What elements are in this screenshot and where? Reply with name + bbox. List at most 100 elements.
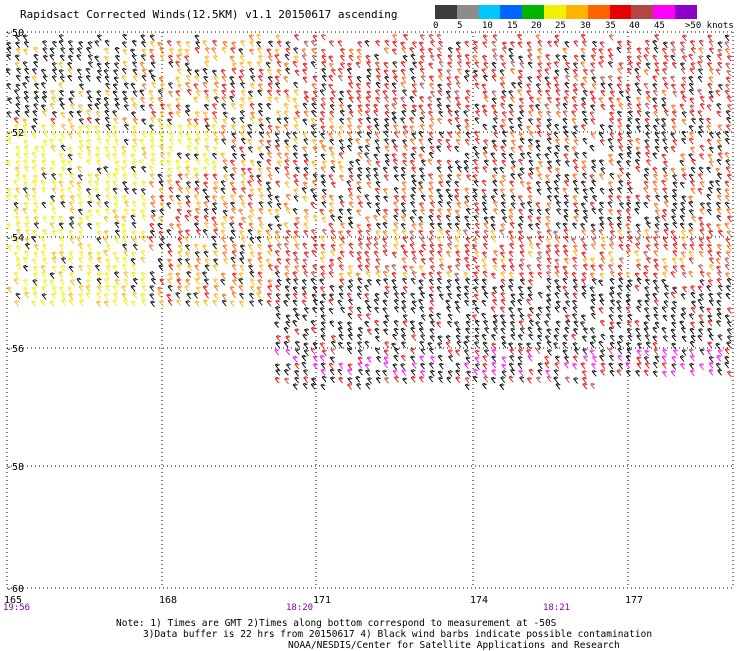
wind-barb: [231, 243, 237, 251]
wind-barb: [178, 244, 184, 251]
wind-barb: [544, 68, 550, 75]
wind-barb: [49, 300, 55, 307]
wind-barb: [157, 96, 163, 104]
wind-barb: [275, 180, 281, 188]
wind-barb: [528, 167, 534, 174]
wind-barb: [517, 75, 523, 83]
wind-barb: [429, 257, 435, 264]
wind-barb: [411, 186, 417, 194]
wind-barb: [104, 187, 110, 194]
wind-barb: [257, 216, 263, 224]
wind-barb: [364, 39, 370, 47]
wind-barb: [520, 202, 526, 209]
wind-barb: [294, 33, 300, 41]
wind-barb: [393, 243, 399, 250]
wind-barb: [383, 277, 389, 285]
wind-barb: [580, 123, 586, 131]
wind-barb: [357, 104, 363, 111]
wind-barb: [643, 250, 649, 258]
wind-barb: [447, 131, 453, 139]
wind-barb: [636, 277, 642, 285]
wind-barb: [689, 104, 695, 112]
wind-barb: [175, 215, 181, 223]
wind-barb: [618, 334, 624, 342]
wind-barb: [247, 180, 253, 187]
wind-barb: [149, 173, 155, 180]
wind-barb: [49, 47, 55, 54]
wind-barb: [258, 207, 264, 215]
wind-barb: [670, 145, 676, 153]
wind-barb: [697, 285, 703, 293]
legend-swatch: [456, 5, 479, 19]
wind-barb: [454, 110, 460, 117]
wind-barb: [617, 292, 623, 299]
wind-barb: [303, 208, 309, 216]
wind-barb: [221, 75, 227, 82]
wind-barb: [238, 208, 244, 216]
wind-barb: [625, 369, 631, 377]
wind-barb: [536, 75, 542, 82]
wind-barb: [573, 327, 579, 335]
wind-barb: [356, 382, 362, 390]
wind-barb: [500, 223, 506, 230]
wind-barb: [177, 237, 183, 244]
wind-barb: [483, 375, 489, 383]
wind-barb: [284, 139, 290, 146]
wind-barb: [76, 277, 82, 285]
wind-barb: [301, 264, 307, 272]
wind-barb: [338, 292, 344, 300]
wind-barb: [663, 82, 669, 90]
wind-barb: [643, 180, 649, 188]
wind-barb: [177, 285, 183, 293]
wind-barb: [609, 270, 615, 278]
wind-barb: [708, 368, 714, 376]
legend-swatch: [544, 5, 566, 19]
wind-barb: [616, 369, 622, 376]
wind-barb: [347, 265, 353, 272]
wind-barb: [437, 277, 443, 285]
wind-barb: [185, 300, 191, 307]
wind-barb: [267, 279, 273, 286]
wind-barb: [186, 123, 192, 131]
wind-barb: [383, 320, 389, 328]
wind-barb: [310, 188, 316, 195]
wind-barb: [186, 292, 192, 300]
wind-barb: [724, 257, 730, 264]
wind-barb: [716, 187, 722, 195]
wind-barb: [680, 326, 686, 334]
wind-barb: [267, 89, 273, 97]
wind-barb: [212, 264, 218, 271]
wind-barb: [492, 200, 498, 208]
wind-barb: [220, 195, 226, 203]
wind-barb: [608, 314, 614, 321]
wind-barb: [87, 200, 93, 208]
wind-barb: [608, 362, 614, 370]
wind-barb: [14, 123, 20, 131]
wind-barb: [85, 292, 91, 299]
wind-barb: [526, 83, 532, 90]
wind-barb: [114, 102, 120, 110]
wind-barb: [600, 103, 606, 111]
wind-barb: [724, 151, 730, 159]
wind-barb: [619, 167, 625, 174]
wind-barb: [661, 153, 667, 161]
wind-barb: [23, 96, 29, 103]
wind-barb: [303, 40, 309, 48]
wind-barb: [454, 89, 460, 97]
wind-barb: [258, 123, 264, 131]
wind-barb: [688, 270, 694, 278]
wind-barb: [122, 180, 128, 188]
wind-barb: [464, 69, 470, 77]
wind-barb: [429, 243, 435, 251]
wind-barb: [681, 271, 687, 279]
wind-barb: [635, 75, 641, 82]
wind-barb: [418, 375, 424, 383]
wind-barb: [70, 279, 76, 286]
wind-barb: [465, 222, 471, 230]
wind-barb: [96, 291, 102, 299]
wind-barb: [726, 173, 732, 181]
wind-barb: [121, 215, 127, 223]
wind-barb: [339, 250, 345, 258]
wind-barb: [555, 110, 561, 118]
wind-barb: [176, 68, 182, 75]
